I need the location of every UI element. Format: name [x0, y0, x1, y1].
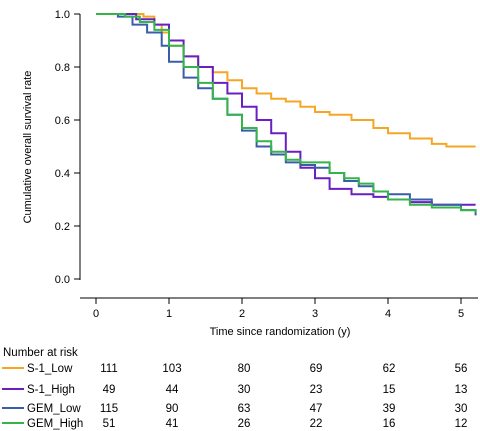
- x-tick-label: 5: [458, 308, 464, 320]
- risk-value: 16: [383, 418, 396, 430]
- risk-value: 51: [103, 418, 116, 430]
- x-tick-label: 2: [239, 308, 245, 320]
- risk-value: 111: [100, 363, 117, 375]
- risk-value: 47: [310, 403, 323, 415]
- y-axis-label: Cumulative overall survival rate: [22, 71, 34, 224]
- risk-row-name: GEM_High: [27, 418, 83, 430]
- risk-value: 30: [455, 403, 468, 415]
- risk-value: 103: [162, 363, 181, 375]
- risk-value: 39: [383, 403, 396, 415]
- y-tick-label: 1.0: [55, 9, 70, 21]
- risk-value: 26: [238, 418, 251, 430]
- risk-value: 23: [310, 384, 323, 396]
- y-tick-label: 0.4: [55, 168, 70, 180]
- risk-value: 80: [238, 363, 251, 375]
- risk-value: 44: [166, 384, 179, 396]
- risk-row-name: GEM_Low: [27, 403, 81, 415]
- risk-value: 62: [383, 363, 396, 375]
- axes: [79, 14, 478, 299]
- x-tick-label: 3: [312, 308, 318, 320]
- series-line-s-1-low: [96, 13, 476, 148]
- series-line-gem-low: [96, 13, 477, 216]
- series-line-s-1-high: [96, 13, 476, 206]
- x-ticks: 0 1 2 3 4 5: [93, 298, 464, 320]
- x-tick-label: 1: [166, 308, 172, 320]
- risk-value: 63: [238, 403, 251, 415]
- risk-value: 13: [455, 384, 468, 396]
- risk-value: 115: [100, 403, 118, 415]
- risk-value: 15: [383, 384, 396, 396]
- risk-value: 90: [166, 403, 179, 415]
- x-tick-label: 0: [93, 308, 99, 320]
- plot-area: [96, 13, 477, 216]
- risk-value: 12: [455, 418, 468, 430]
- risk-value: 30: [238, 384, 251, 396]
- risk-table-title: Number at risk: [3, 347, 78, 359]
- risk-value: 49: [103, 384, 116, 396]
- risk-table: S-1_Low 111 103 80 69 62 56 S-1_High 49 44 30 23 15 1…: [2, 363, 467, 430]
- risk-value: 22: [310, 418, 323, 430]
- y-tick-label: 0.0: [55, 274, 70, 286]
- y-tick-label: 0.6: [55, 115, 70, 127]
- risk-value: 69: [310, 363, 323, 375]
- x-tick-label: 4: [385, 308, 391, 320]
- y-ticks: 0.0 0.2 0.4 0.6 0.8 1.0: [55, 9, 80, 286]
- risk-row-name: S-1_High: [27, 384, 75, 396]
- x-axis-label: Time since randomization (y): [210, 326, 351, 338]
- risk-value: 41: [166, 418, 179, 430]
- risk-value: 56: [455, 363, 468, 375]
- series-line-gem-high: [96, 13, 477, 213]
- y-tick-label: 0.2: [55, 221, 70, 233]
- y-tick-label: 0.8: [55, 62, 70, 74]
- risk-row-name: S-1_Low: [27, 363, 73, 375]
